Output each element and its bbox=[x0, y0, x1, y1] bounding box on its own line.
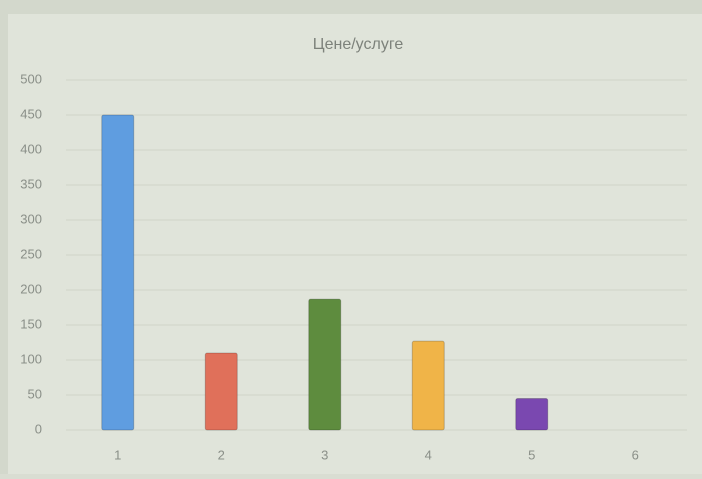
bar bbox=[204, 352, 238, 431]
y-tick-label: 100 bbox=[20, 351, 42, 366]
y-tick-label: 250 bbox=[20, 246, 42, 261]
y-tick-label: 300 bbox=[20, 211, 42, 226]
chart-title: Цене/услуге bbox=[313, 36, 404, 53]
y-tick-label: 50 bbox=[28, 386, 42, 401]
y-tick-label: 400 bbox=[20, 141, 42, 156]
x-tick-label: 4 bbox=[425, 447, 432, 462]
bar bbox=[515, 398, 549, 431]
bar bbox=[411, 340, 445, 431]
x-tick-label: 2 bbox=[218, 447, 225, 462]
x-tick-label: 3 bbox=[321, 447, 328, 462]
y-tick-label: 150 bbox=[20, 316, 42, 331]
y-tick-label: 450 bbox=[20, 106, 42, 121]
bar bbox=[101, 114, 135, 431]
x-tick-label: 5 bbox=[528, 447, 535, 462]
y-tick-label: 200 bbox=[20, 281, 42, 296]
y-tick-label: 350 bbox=[20, 176, 42, 191]
x-tick-label: 1 bbox=[114, 447, 121, 462]
x-tick-label: 6 bbox=[632, 447, 639, 462]
y-tick-label: 0 bbox=[35, 421, 42, 436]
bar bbox=[308, 298, 342, 431]
y-tick-label: 500 bbox=[20, 71, 42, 86]
